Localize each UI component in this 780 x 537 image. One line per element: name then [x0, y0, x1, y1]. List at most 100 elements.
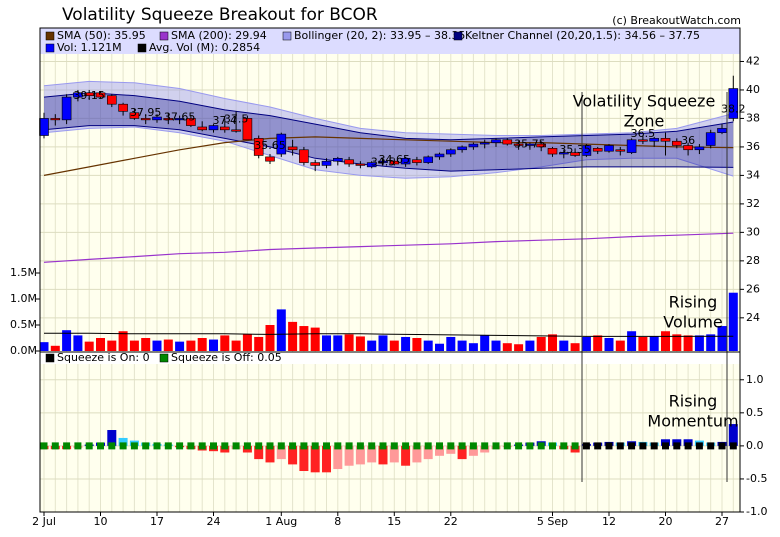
candle-body	[321, 160, 332, 166]
x-tick-label: 27	[715, 515, 729, 528]
candle-body	[592, 148, 603, 152]
candle-body	[61, 96, 72, 121]
momentum-bar	[276, 445, 286, 460]
squeeze-dot	[74, 442, 82, 450]
price-label: 35.65	[254, 139, 286, 152]
volume-bar	[468, 343, 478, 351]
legend-squeeze-off: Squeeze is Off: 0.05	[171, 351, 282, 364]
x-tick-label: 8	[334, 515, 341, 528]
squeeze-dot	[718, 442, 726, 450]
volume-bar	[186, 340, 196, 351]
price-label: 35.75	[514, 137, 546, 150]
squeeze-dot	[221, 442, 229, 450]
x-tick-label: 17	[150, 515, 164, 528]
y-tick-label: 28	[746, 254, 760, 267]
volume-bar	[559, 340, 569, 351]
candle-body	[95, 92, 106, 98]
volume-bar	[254, 336, 264, 351]
momentum-frame	[39, 351, 741, 513]
candle-body	[163, 118, 174, 121]
candle-body	[728, 88, 739, 119]
candle-body	[140, 118, 151, 121]
volume-bar	[175, 341, 185, 351]
candle-body	[457, 146, 467, 151]
x-tick-label: 10	[94, 515, 108, 528]
volume-bar	[683, 335, 693, 351]
momentum-bar	[446, 445, 456, 454]
squeeze-dot	[503, 442, 511, 450]
candle-body	[152, 116, 162, 121]
squeeze-dot	[650, 442, 658, 450]
volume-bar	[694, 335, 704, 351]
squeeze-dot	[571, 442, 579, 450]
squeeze-dot	[323, 442, 330, 450]
legend-avg-volume-swatch	[137, 43, 147, 53]
candle-body	[479, 142, 490, 145]
price-label: 36	[681, 134, 695, 147]
volume-bar	[717, 326, 727, 351]
candle-body	[107, 95, 117, 105]
momentum-bar	[468, 445, 478, 456]
candle-body	[547, 148, 558, 155]
squeeze-dot	[164, 442, 172, 450]
volume-bar	[50, 345, 60, 351]
momentum-bar	[118, 437, 128, 446]
momentum-bar	[355, 445, 365, 465]
x-tick-label: 5 Sep	[537, 515, 568, 528]
volume-bar	[649, 336, 659, 351]
volume-bar	[107, 340, 117, 351]
squeeze-dot	[345, 442, 353, 450]
legend-squeeze-on-swatch	[45, 353, 55, 363]
squeeze-dot	[390, 442, 398, 450]
squeeze-dot	[266, 442, 274, 450]
volume-bar	[84, 341, 94, 351]
momentum-panel	[40, 352, 740, 512]
squeeze-dot	[537, 442, 545, 450]
momentum-bar	[265, 445, 275, 463]
annotation: Rising	[669, 293, 718, 312]
price-label: 36.5	[631, 127, 656, 140]
volume-bar	[141, 338, 151, 351]
squeeze-dot	[243, 442, 251, 450]
x-tick-label: 20	[659, 515, 673, 528]
squeeze-dot	[413, 442, 421, 450]
candle-body	[412, 159, 422, 163]
squeeze-dot	[300, 442, 308, 450]
band-line	[43, 80, 734, 136]
candle-body	[502, 139, 513, 145]
squeeze-dot	[176, 442, 184, 450]
candle-body	[73, 92, 83, 98]
volume-bar	[446, 336, 456, 351]
squeeze-dot	[334, 442, 342, 450]
x-tick-label: 22	[444, 515, 458, 528]
squeeze-dot	[379, 442, 387, 450]
volume-bar	[728, 292, 738, 351]
candle-body	[129, 112, 140, 119]
momentum-bar	[412, 445, 422, 463]
band-line	[43, 125, 734, 172]
legend-squeeze-on: Squeeze is On: 0	[57, 351, 150, 364]
squeeze-dot	[402, 442, 410, 450]
price-label: 37.4	[213, 114, 238, 127]
candle-body	[491, 139, 501, 143]
volume-bar	[615, 340, 625, 351]
volume-bar	[389, 340, 399, 351]
y-tick-label: 26	[746, 282, 760, 295]
squeeze-dot	[142, 442, 150, 450]
momentum-bar	[435, 445, 444, 456]
volume-bar	[570, 343, 580, 351]
candle-body	[536, 143, 547, 148]
volume-bar	[231, 340, 241, 351]
annotation: Momentum	[647, 412, 738, 431]
squeeze-dot	[368, 442, 376, 450]
momentum-tick-label: 0.5	[746, 406, 764, 419]
candle-body	[683, 145, 693, 151]
legend-volume-swatch	[45, 43, 55, 53]
squeeze-dot	[356, 442, 364, 450]
squeeze-dot	[63, 442, 71, 450]
volume-bar	[435, 343, 444, 351]
x-tick-label: 12	[602, 515, 616, 528]
momentum-bar	[344, 445, 354, 466]
legend-volume: Vol: 1.121M	[57, 41, 122, 54]
